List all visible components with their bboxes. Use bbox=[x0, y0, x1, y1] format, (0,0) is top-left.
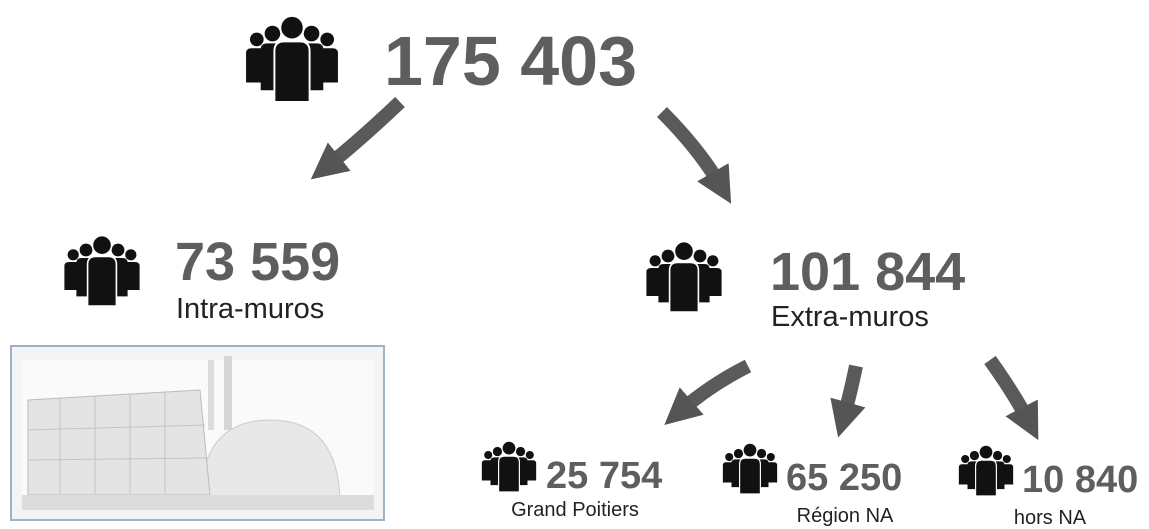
breakdown-label: Grand Poitiers bbox=[511, 499, 639, 521]
breakdown-label: Région NA bbox=[797, 505, 894, 527]
people-icon bbox=[246, 16, 338, 102]
extra-label: Extra-muros bbox=[771, 301, 929, 333]
people-icon bbox=[646, 242, 721, 312]
building-image bbox=[11, 346, 384, 520]
extra-value: 101 844 bbox=[770, 242, 965, 302]
page: {"total": {"value": "175 403"}, "intra":… bbox=[0, 0, 1149, 529]
breakdown-value: 10 840 bbox=[1022, 459, 1138, 501]
people-icon bbox=[723, 443, 777, 494]
intra-label: Intra-muros bbox=[176, 293, 324, 325]
total-value: 175 403 bbox=[384, 22, 637, 100]
people-icon bbox=[959, 445, 1013, 496]
intra-value: 73 559 bbox=[175, 232, 340, 292]
people-icon bbox=[482, 441, 536, 492]
breakdown-value: 65 250 bbox=[786, 457, 902, 499]
diagram: 175 403 73 559 Intra-muros 101 844 Extra… bbox=[0, 0, 1149, 529]
breakdown-label: hors NA bbox=[1014, 507, 1087, 529]
breakdown-value: 25 754 bbox=[546, 455, 662, 497]
people-icon bbox=[64, 236, 139, 306]
